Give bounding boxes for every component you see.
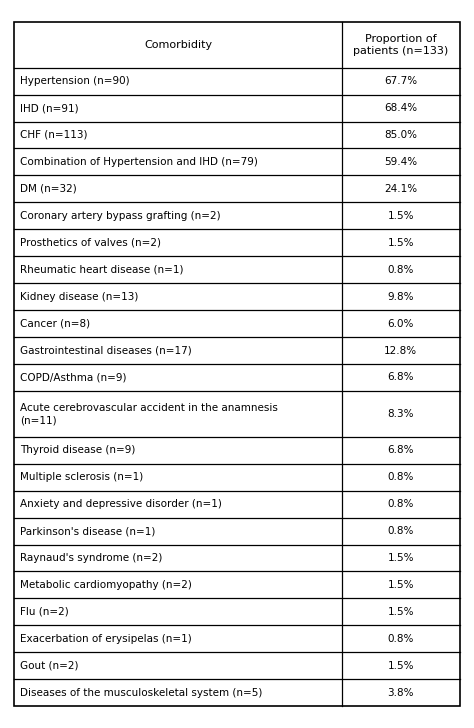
Text: Hypertension (n=90): Hypertension (n=90) (20, 76, 129, 86)
Text: IHD (n=91): IHD (n=91) (20, 103, 79, 113)
Text: 24.1%: 24.1% (384, 184, 417, 194)
Text: 3.8%: 3.8% (387, 688, 414, 697)
Text: Acute cerebrovascular accident in the anamnesis
(n=11): Acute cerebrovascular accident in the an… (20, 403, 278, 425)
Text: CHF (n=113): CHF (n=113) (20, 130, 87, 140)
Text: 6.0%: 6.0% (388, 319, 414, 328)
Text: 12.8%: 12.8% (384, 346, 417, 355)
Text: 6.8%: 6.8% (387, 446, 414, 455)
Text: Combination of Hypertension and IHD (n=79): Combination of Hypertension and IHD (n=7… (20, 157, 258, 167)
Text: Comorbidity: Comorbidity (144, 40, 212, 50)
Text: COPD/Asthma (n=9): COPD/Asthma (n=9) (20, 373, 127, 382)
Text: 1.5%: 1.5% (387, 211, 414, 221)
Text: Anxiety and depressive disorder (n=1): Anxiety and depressive disorder (n=1) (20, 499, 222, 509)
Text: 9.8%: 9.8% (387, 292, 414, 301)
Text: Rheumatic heart disease (n=1): Rheumatic heart disease (n=1) (20, 265, 183, 274)
Text: 0.8%: 0.8% (388, 472, 414, 482)
Text: 1.5%: 1.5% (387, 580, 414, 590)
Text: 6.8%: 6.8% (387, 373, 414, 382)
Text: Metabolic cardiomyopathy (n=2): Metabolic cardiomyopathy (n=2) (20, 580, 192, 590)
Text: Proportion of
patients (n=133): Proportion of patients (n=133) (353, 33, 448, 56)
Text: 0.8%: 0.8% (388, 265, 414, 274)
Text: 0.8%: 0.8% (388, 499, 414, 509)
Text: 59.4%: 59.4% (384, 157, 417, 167)
Text: Prosthetics of valves (n=2): Prosthetics of valves (n=2) (20, 238, 161, 248)
Text: Kidney disease (n=13): Kidney disease (n=13) (20, 292, 138, 301)
Text: Flu (n=2): Flu (n=2) (20, 607, 69, 617)
Text: 0.8%: 0.8% (388, 526, 414, 536)
Text: 1.5%: 1.5% (387, 661, 414, 670)
Text: Cancer (n=8): Cancer (n=8) (20, 319, 90, 328)
Text: 68.4%: 68.4% (384, 103, 417, 113)
Text: Exacerbation of erysipelas (n=1): Exacerbation of erysipelas (n=1) (20, 634, 191, 644)
Text: Gastrointestinal diseases (n=17): Gastrointestinal diseases (n=17) (20, 346, 191, 355)
Text: DM (n=32): DM (n=32) (20, 184, 77, 194)
Text: Gout (n=2): Gout (n=2) (20, 661, 78, 670)
Text: Parkinson's disease (n=1): Parkinson's disease (n=1) (20, 526, 155, 536)
Text: 67.7%: 67.7% (384, 76, 417, 86)
Text: Coronary artery bypass grafting (n=2): Coronary artery bypass grafting (n=2) (20, 211, 220, 221)
Text: 1.5%: 1.5% (387, 238, 414, 248)
Text: Thyroid disease (n=9): Thyroid disease (n=9) (20, 446, 135, 455)
Text: Raynaud's syndrome (n=2): Raynaud's syndrome (n=2) (20, 553, 162, 563)
Text: Diseases of the musculoskeletal system (n=5): Diseases of the musculoskeletal system (… (20, 688, 262, 697)
Text: 1.5%: 1.5% (387, 607, 414, 617)
Text: 8.3%: 8.3% (387, 409, 414, 419)
Text: 85.0%: 85.0% (384, 130, 417, 140)
Text: Multiple sclerosis (n=1): Multiple sclerosis (n=1) (20, 472, 143, 482)
Text: 0.8%: 0.8% (388, 634, 414, 644)
Text: 1.5%: 1.5% (387, 553, 414, 563)
